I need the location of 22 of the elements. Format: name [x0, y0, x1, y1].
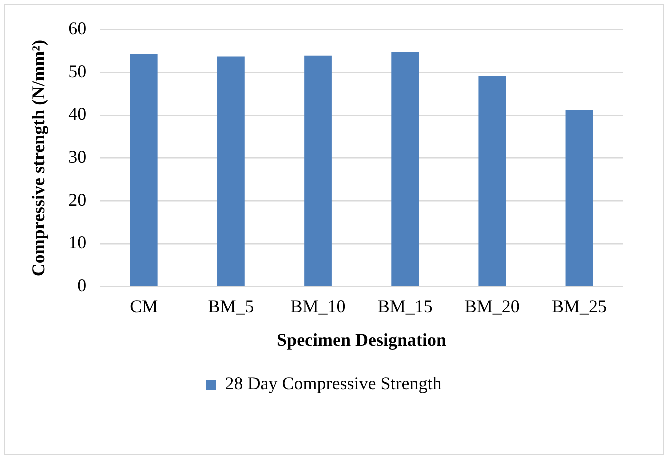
x-tick-label: BM_15	[378, 296, 433, 316]
y-tick-label: 10	[68, 232, 87, 253]
x-tick-label: CM	[130, 296, 158, 316]
y-tick-label: 50	[68, 61, 87, 82]
x-axis-title: Specimen Designation	[277, 330, 447, 350]
y-axis-title: Compressive strength (N/mm²)	[28, 40, 48, 277]
x-tick-label: BM_10	[290, 296, 346, 316]
y-tick-label: 0	[78, 276, 87, 296]
bar	[392, 52, 420, 286]
x-tick-label: BM_25	[552, 296, 607, 316]
y-tick-label: 20	[68, 190, 87, 210]
bar	[566, 110, 594, 286]
bar	[218, 56, 245, 286]
legend-label: 28 Day Compressive Strength	[225, 374, 442, 394]
x-tick-label: BM_5	[208, 296, 254, 316]
bar	[478, 76, 506, 286]
y-tick-label: 60	[68, 18, 87, 39]
y-tick-label: 40	[68, 104, 87, 124]
y-tick-label: 30	[68, 147, 87, 168]
x-tick-label: BM_20	[464, 296, 520, 316]
bar	[304, 56, 332, 286]
bar	[130, 54, 158, 286]
